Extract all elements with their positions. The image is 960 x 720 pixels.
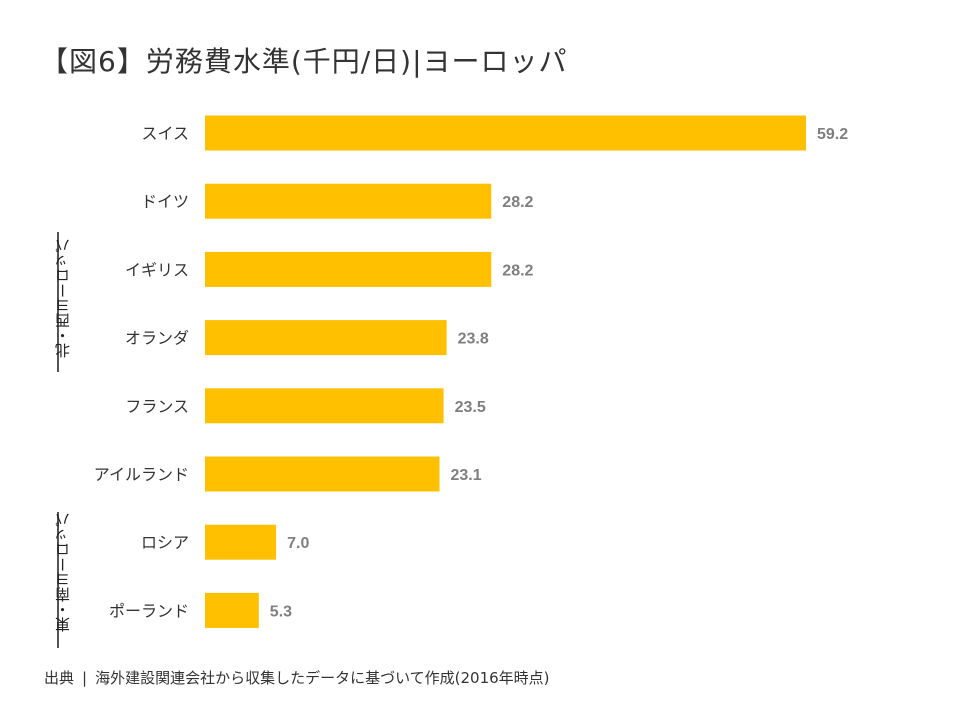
- category-label-6: ロシア: [141, 533, 189, 552]
- bar-3: [205, 320, 447, 356]
- bar-2: [205, 251, 492, 287]
- source-separator: |: [82, 669, 88, 687]
- group-label-north-west: 北・西ヨーロッパ: [54, 238, 72, 358]
- group-divider-east-south: [57, 512, 59, 648]
- bar-7: [205, 592, 259, 628]
- bar-4: [205, 388, 444, 424]
- group-label-east-south: 東・南ヨーロッパ: [54, 512, 72, 632]
- value-label-6: 7.0: [287, 535, 309, 552]
- bar-5: [205, 456, 440, 492]
- category-label-1: ドイツ: [141, 192, 189, 211]
- bar-0: [205, 115, 806, 151]
- category-label-3: オランダ: [125, 329, 189, 348]
- category-label-2: イギリス: [125, 260, 189, 279]
- source-note: 出典 | 海外建設関連会社から収集したデータに基づいて作成(2016年時点): [44, 667, 550, 688]
- value-label-7: 5.3: [270, 603, 292, 620]
- value-label-2: 28.2: [502, 262, 533, 279]
- group-divider-north-west: [57, 232, 59, 372]
- value-label-3: 23.8: [458, 331, 489, 348]
- bar-6: [205, 524, 277, 560]
- category-label-4: フランス: [125, 397, 189, 416]
- value-label-4: 23.5: [455, 399, 486, 416]
- category-label-5: アイルランド: [94, 465, 189, 484]
- source-label: 出典: [44, 669, 75, 687]
- chart-title: 【図6】労務費水準(千円/日)|ヨーロッパ: [40, 45, 568, 78]
- category-label-7: ポーランド: [109, 601, 189, 620]
- source-text: 海外建設関連会社から収集したデータに基づいて作成(2016年時点): [95, 669, 550, 687]
- category-label-0: スイス: [141, 124, 189, 143]
- value-label-1: 28.2: [502, 194, 533, 211]
- value-label-0: 59.2: [817, 126, 848, 143]
- value-label-5: 23.1: [451, 467, 482, 484]
- bar-1: [205, 183, 492, 219]
